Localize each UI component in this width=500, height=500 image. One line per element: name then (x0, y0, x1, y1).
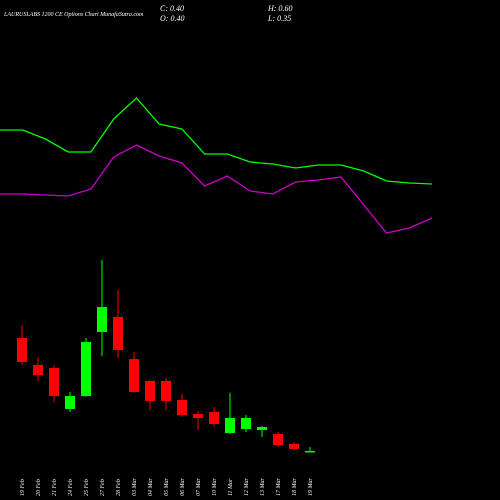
x-tick-label: 17 Mar (276, 478, 282, 496)
candle-body (65, 396, 75, 409)
candle-body (305, 451, 315, 453)
x-tick-label: 25 Feb (84, 479, 90, 496)
indicator-line (0, 97, 433, 185)
candle-body (177, 400, 187, 415)
candle-body (257, 427, 267, 430)
x-tick-label: 03 Mar (132, 478, 138, 496)
candle-body (193, 414, 203, 418)
candle-body (209, 412, 219, 424)
x-tick-label: 19 Feb (20, 479, 26, 496)
candle-body (17, 338, 27, 362)
candle-body (49, 368, 59, 396)
info-low: L: 0.35 (267, 14, 291, 23)
chart-title: LAURUSLABS 1200 CE Options Chart MunafaS… (3, 11, 144, 18)
candle-body (33, 365, 43, 375)
candle-body (289, 444, 299, 449)
candle-body (113, 317, 123, 350)
x-tick-label: 21 Feb (52, 479, 58, 496)
x-tick-label: 12 Mar (244, 478, 250, 496)
x-tick-label: 18 Mar (292, 478, 298, 496)
candle-body (161, 381, 171, 401)
indicator-line (0, 144, 433, 234)
candle-body (145, 381, 155, 401)
candle-body (273, 434, 283, 445)
candle-body (97, 307, 107, 332)
x-tick-label: 24 Feb (67, 479, 74, 496)
x-tick-label: 28 Feb (116, 479, 122, 496)
x-tick-label: 19 Mar (308, 478, 314, 496)
x-tick-label: 10 Mar (212, 478, 218, 496)
x-tick-label: 27 Feb (100, 479, 106, 496)
x-tick-label: 07 Mar (196, 478, 202, 496)
candle-body (241, 418, 251, 429)
info-high: H: 0.60 (267, 4, 292, 13)
info-close: C: 0.40 (160, 4, 184, 13)
x-tick-label: 13 Mar (260, 478, 266, 496)
info-open: O: 0.40 (160, 14, 184, 23)
x-tick-label: 06 Mar (180, 478, 186, 496)
candle-body (225, 418, 235, 433)
x-tick-label: 20 Feb (36, 479, 42, 496)
x-tick-label: 11 Mar (228, 478, 234, 496)
x-tick-label: 04 Mar (147, 478, 154, 496)
candle-body (81, 342, 91, 396)
candle-body (129, 359, 139, 392)
x-tick-label: 05 Mar (164, 478, 170, 496)
